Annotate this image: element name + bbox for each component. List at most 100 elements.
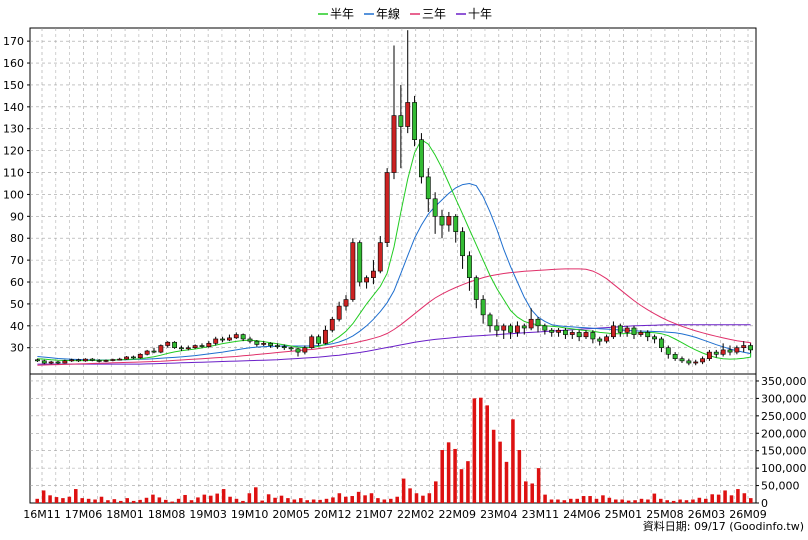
- candle: [508, 323, 513, 339]
- volume-bar: [247, 493, 252, 503]
- volume-bar: [472, 398, 477, 503]
- candle: [357, 240, 363, 287]
- candle: [665, 345, 671, 359]
- volume-bar: [466, 461, 470, 503]
- x-tick-label: 26M03: [688, 508, 726, 521]
- grid: [30, 28, 756, 503]
- volume-bar: [543, 494, 547, 503]
- volume-bar: [164, 499, 168, 503]
- volume-bar: [86, 498, 91, 503]
- candle: [446, 211, 452, 232]
- candle: [35, 358, 40, 362]
- volume-bar: [704, 498, 708, 503]
- candle-body: [425, 176, 431, 200]
- volume-bar: [556, 499, 560, 503]
- volume-bar: [99, 496, 104, 503]
- ma-3year-line: [37, 268, 752, 366]
- candle: [233, 332, 239, 339]
- candle: [384, 168, 390, 247]
- candle-body: [316, 336, 321, 344]
- candle-body: [275, 345, 280, 347]
- candle: [494, 319, 500, 337]
- candle-body: [199, 345, 205, 347]
- volume-bar: [549, 499, 554, 503]
- price-tick-label: 160: [3, 57, 24, 70]
- candle-body: [364, 277, 369, 283]
- candle: [563, 328, 568, 339]
- price-tick-label: 30: [10, 342, 24, 355]
- candle-body: [137, 353, 143, 359]
- volume-bar: [723, 490, 727, 503]
- candle: [604, 334, 609, 344]
- volume-axis: 0 50,000 100,000 150,000 200,000 250,000 300,0…: [756, 375, 807, 510]
- volume-bar: [697, 497, 702, 503]
- volume-bar: [626, 500, 631, 503]
- x-tick-label: 23M04: [480, 508, 518, 521]
- candle-body: [76, 359, 81, 362]
- candle-body: [652, 336, 657, 340]
- volume-bar: [41, 490, 46, 503]
- volume-bar: [228, 496, 232, 503]
- candle: [240, 333, 246, 342]
- candle: [638, 330, 644, 337]
- candle-body: [508, 325, 513, 333]
- candle: [62, 359, 68, 364]
- candle-body: [583, 332, 589, 338]
- candle: [480, 295, 486, 324]
- x-tick-label: 24M06: [563, 508, 601, 521]
- volume-bar: [588, 496, 592, 503]
- candle: [96, 359, 102, 363]
- volume-bar: [453, 448, 457, 503]
- volume-bar: [125, 498, 129, 503]
- price-tick-label: 130: [3, 123, 24, 136]
- candle: [569, 330, 575, 339]
- volume-bar: [716, 494, 721, 503]
- candle-body: [268, 343, 273, 346]
- x-tick-label: 23M11: [522, 508, 560, 521]
- volume-bar: [504, 461, 509, 503]
- x-tick-label: 19M10: [231, 508, 269, 521]
- candle-body: [158, 345, 164, 353]
- candle: [309, 334, 315, 349]
- volume-bar: [318, 499, 322, 503]
- candle: [165, 341, 171, 348]
- candle: [453, 214, 459, 243]
- candle: [323, 325, 328, 345]
- candle-body: [261, 343, 267, 345]
- x-tick-label: 21M07: [355, 508, 393, 521]
- volume-bar: [581, 496, 586, 503]
- volume-bar: [421, 495, 425, 503]
- volume-bar: [524, 481, 528, 503]
- candle-body: [549, 329, 555, 333]
- legend-label: 半年: [330, 7, 354, 21]
- volume-bar: [459, 469, 464, 503]
- candle-body: [240, 334, 246, 340]
- volume-bar: [254, 487, 258, 503]
- x-tick-label: 25M01: [605, 508, 643, 521]
- volume-bar: [562, 500, 567, 503]
- volume-bar: [35, 498, 39, 503]
- volume-bar: [292, 499, 297, 503]
- volume-bar: [112, 499, 117, 503]
- candle: [275, 343, 280, 349]
- volume-tick-label: 150,000: [761, 445, 807, 458]
- candle-body: [35, 359, 40, 362]
- candle: [419, 133, 424, 184]
- ma-year-line: [37, 182, 752, 361]
- volume-bar: [665, 500, 669, 503]
- candle-body: [165, 341, 171, 346]
- volume-bar: [485, 405, 489, 503]
- candle-body: [563, 329, 568, 335]
- candle-body: [55, 361, 61, 364]
- volume-bar: [434, 481, 438, 503]
- candle: [41, 359, 47, 365]
- candle-body: [535, 318, 541, 327]
- volume-bar: [691, 499, 695, 503]
- candle-body: [254, 340, 260, 345]
- volume-bar: [659, 498, 663, 503]
- volume-bar: [389, 498, 393, 503]
- volume-bar: [369, 493, 374, 503]
- candle-body: [432, 198, 438, 217]
- volume-bar: [614, 499, 618, 503]
